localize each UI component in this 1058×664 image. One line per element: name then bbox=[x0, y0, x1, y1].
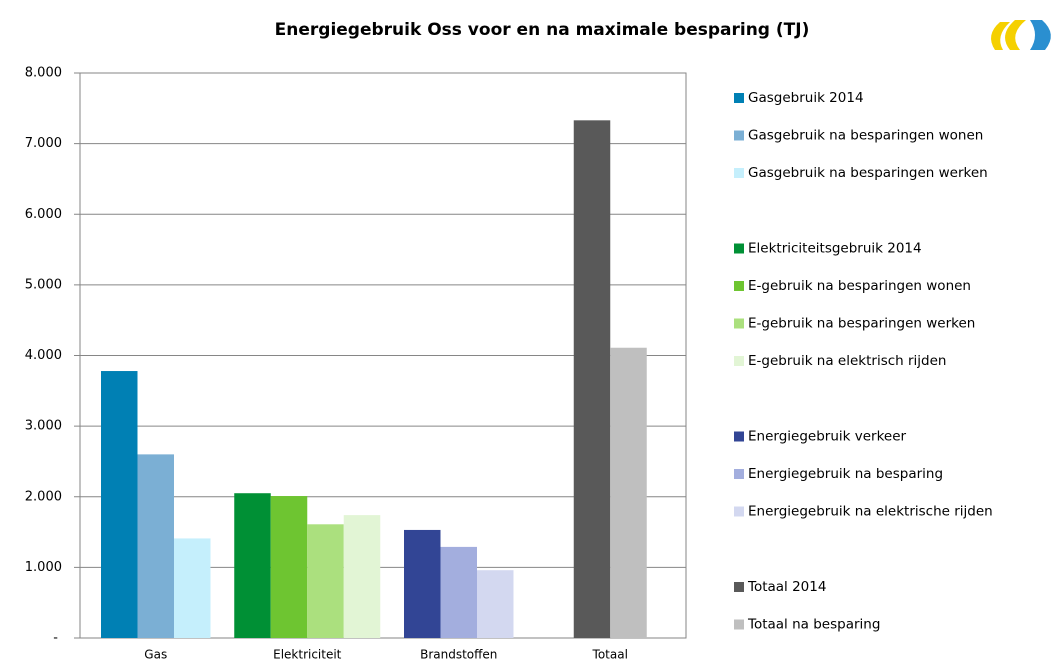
y-tick-label: 1.000 bbox=[25, 560, 62, 575]
y-tick-label: 4.000 bbox=[25, 348, 62, 363]
legend-label: E-gebruik na elektrisch rijden bbox=[748, 353, 947, 369]
legend-swatch bbox=[734, 130, 744, 141]
legend-swatch bbox=[734, 318, 744, 329]
legend-swatch bbox=[734, 356, 744, 366]
bar bbox=[477, 570, 514, 638]
y-tick-label: 7.000 bbox=[25, 136, 62, 151]
legend-swatch bbox=[734, 582, 744, 592]
y-tick-label: - bbox=[53, 631, 58, 646]
legend-label: Gasgebruik na besparingen werken bbox=[748, 165, 988, 181]
legend-swatch bbox=[734, 619, 744, 630]
bar bbox=[573, 120, 611, 639]
legend-label: Energiegebruik verkeer bbox=[748, 429, 907, 445]
legend-swatch bbox=[734, 168, 744, 178]
legend-label: E-gebruik na besparingen wonen bbox=[748, 278, 971, 294]
bar bbox=[270, 496, 308, 638]
bar bbox=[174, 538, 211, 638]
x-tick-label: Elektriciteit bbox=[273, 648, 342, 662]
x-tick-label: Totaal bbox=[592, 648, 628, 662]
legend-label: E-gebruik na besparingen werken bbox=[748, 316, 975, 332]
bar bbox=[137, 454, 174, 638]
bar bbox=[101, 371, 138, 638]
x-tick-label: Gas bbox=[144, 648, 167, 662]
bar bbox=[234, 493, 271, 638]
bar bbox=[440, 546, 477, 638]
legend-swatch bbox=[734, 469, 744, 479]
y-tick-label: 8.000 bbox=[25, 66, 62, 81]
logo bbox=[991, 20, 1051, 50]
legend-label: Totaal na besparing bbox=[747, 617, 880, 633]
legend-swatch bbox=[734, 431, 744, 442]
legend-label: Gasgebruik na besparingen wonen bbox=[748, 128, 983, 144]
legend-swatch bbox=[734, 93, 744, 103]
legend-label: Energiegebruik na besparing bbox=[748, 466, 943, 482]
legend-swatch bbox=[734, 243, 744, 254]
legend-label: Gasgebruik 2014 bbox=[748, 90, 864, 106]
legend-swatch bbox=[734, 281, 744, 291]
bar bbox=[404, 529, 441, 638]
legend-label: Elektriciteitsgebruik 2014 bbox=[748, 241, 922, 257]
y-tick-label: 3.000 bbox=[25, 419, 62, 434]
y-tick-label: 5.000 bbox=[25, 277, 62, 292]
legend-swatch bbox=[734, 506, 744, 517]
bar bbox=[343, 515, 381, 638]
x-tick-label: Brandstoffen bbox=[420, 648, 497, 662]
y-tick-label: 6.000 bbox=[25, 207, 62, 222]
y-tick-label: 2.000 bbox=[25, 489, 62, 504]
legend-label: Totaal 2014 bbox=[747, 579, 826, 595]
chart-title: Energiegebruik Oss voor en na maximale b… bbox=[275, 20, 810, 40]
bar bbox=[610, 347, 647, 638]
legend-label: Energiegebruik na elektrische rijden bbox=[748, 504, 993, 520]
bar bbox=[307, 524, 344, 638]
